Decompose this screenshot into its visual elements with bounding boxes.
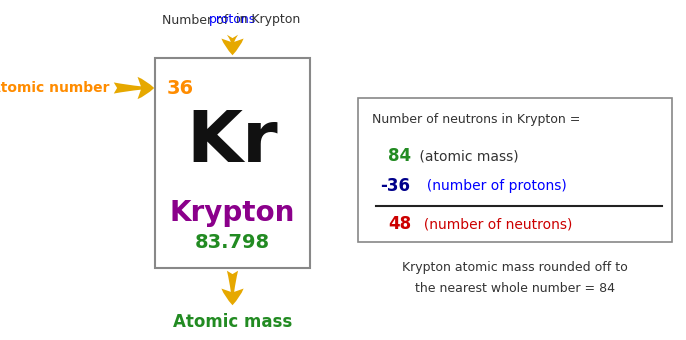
Text: 83.798: 83.798 (195, 234, 270, 253)
Text: (atomic mass): (atomic mass) (415, 149, 519, 163)
Text: Atomic mass: Atomic mass (173, 313, 292, 331)
Text: (number of protons): (number of protons) (418, 179, 567, 193)
Text: protons: protons (209, 14, 256, 27)
Text: Krypton: Krypton (170, 199, 295, 227)
Text: Atomic number: Atomic number (0, 81, 110, 95)
Text: -36: -36 (380, 177, 410, 195)
Text: Kr: Kr (187, 108, 279, 177)
Text: Krypton atomic mass rounded off to: Krypton atomic mass rounded off to (402, 261, 628, 274)
Bar (155, 58, 310, 268)
Text: (number of neutrons): (number of neutrons) (415, 217, 572, 231)
Text: in Krypton: in Krypton (233, 14, 300, 27)
Bar (358, 98, 672, 242)
Text: 84: 84 (388, 147, 411, 165)
Text: the nearest whole number = 84: the nearest whole number = 84 (415, 282, 615, 294)
Text: 48: 48 (388, 215, 411, 233)
Text: Number of neutrons in Krypton =: Number of neutrons in Krypton = (372, 114, 580, 126)
Text: 36: 36 (167, 79, 194, 98)
Text: Number of: Number of (163, 14, 233, 27)
